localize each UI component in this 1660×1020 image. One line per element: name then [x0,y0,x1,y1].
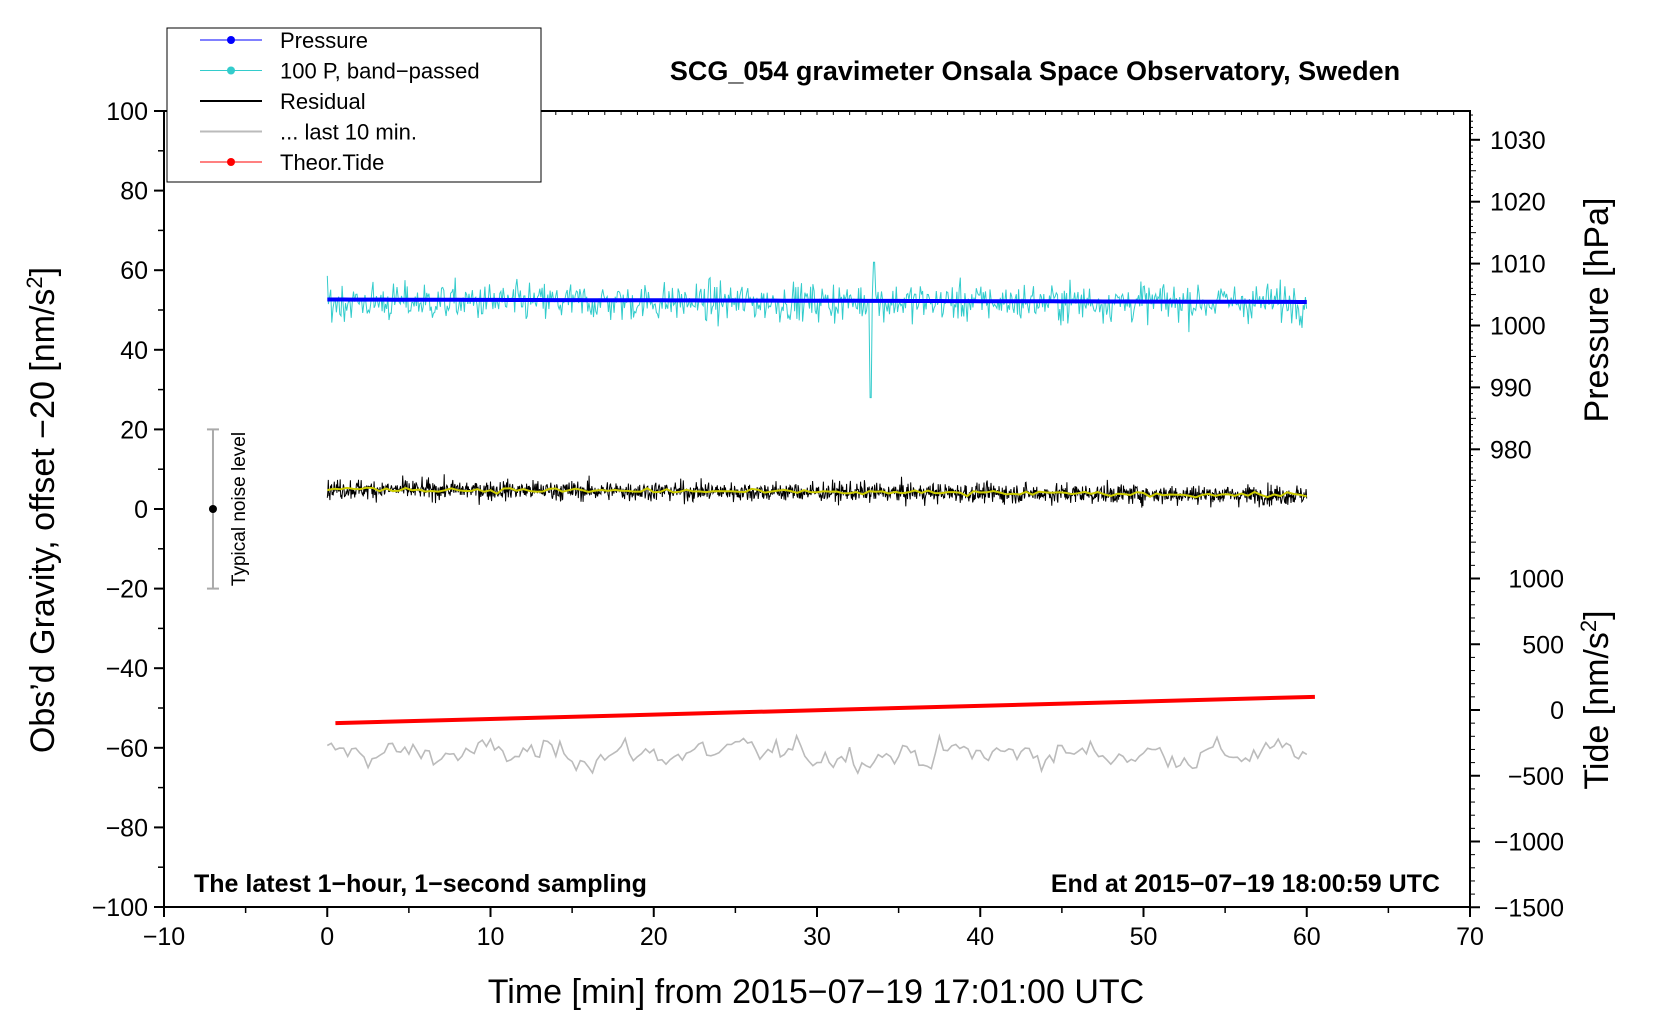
chart-title: SCG_054 gravimeter Onsala Space Observat… [670,56,1400,86]
legend-marker [227,36,235,44]
tide-tick-label: 1000 [1508,566,1564,594]
legend-label: Pressure [280,28,368,53]
y-left-tick-label: 80 [120,178,148,206]
x-axis-title: Time [min] from 2015−07−19 17:01:00 UTC [488,973,1144,1011]
x-tick-label: 50 [1130,923,1158,951]
legend-box [166,27,542,183]
x-tick-label: 10 [477,923,505,951]
noise-center-dot [208,505,217,513]
series-theor-tide [335,694,1315,726]
y-left-tick-label: −100 [92,894,148,922]
x-tick-label: 20 [640,923,668,951]
noise-level-indicator: Typical noise level [206,428,250,590]
pressure-tick-label: 980 [1490,436,1532,464]
legend-label: ... last 10 min. [280,120,417,145]
x-axis-ticks: −10 0 10 20 30 40 50 60 70 [143,111,1484,951]
legend-marker [227,66,235,75]
series-pressure [327,297,1307,304]
x-tick-label: 30 [803,923,831,951]
pressure-tick-label: 1000 [1490,313,1546,341]
x-tick-label: 0 [320,923,334,951]
y-left-tick-label: 40 [120,337,148,365]
legend-marker [227,158,235,166]
x-tick-label: 70 [1456,923,1484,951]
pressure-axis-title: Pressure [hPa] [1578,198,1616,423]
y-left-axis-title: Obs’d Gravity, offset −20 [nm/s2] [22,267,63,753]
series-residual-smoothed [327,486,1307,499]
series-last-10-min [326,733,1308,776]
y-left-tick-label: −20 [106,576,148,604]
x-tick-label: 60 [1293,923,1321,951]
annotation-sampling: The latest 1−hour, 1−second sampling [194,870,647,898]
pressure-tick-label: 1030 [1490,127,1546,155]
tide-tick-label: 500 [1522,631,1564,659]
tide-tick-label: −1500 [1494,894,1564,922]
legend: Pressure 100 P, band−passed Residual ... la… [166,27,542,183]
noise-level-label: Typical noise level [229,432,250,586]
legend-label: Residual [280,89,366,114]
pressure-tick-label: 1020 [1490,189,1546,217]
tide-tick-label: −1000 [1494,829,1564,857]
series-layer [326,261,1315,776]
pressure-tick-label: 990 [1490,374,1532,402]
y-left-tick-label: −60 [106,735,148,763]
pressure-axis-ticks: 980 990 1000 1010 1020 1030 [1470,114,1546,543]
legend-label: Theor.Tide [280,150,384,175]
y-left-tick-label: −80 [106,814,148,842]
tide-axis-ticks: −1500 −1000 −500 0 500 1000 [1470,551,1564,922]
x-tick-label: −10 [143,923,185,951]
y-left-tick-label: 100 [106,98,148,126]
y-left-tick-label: 60 [120,257,148,285]
y-left-tick-label: −40 [106,655,148,683]
plot-frame [163,110,1471,908]
y-left-axis-ticks: −100 −80 −60 −40 −20 0 20 40 60 80 100 [92,98,164,922]
legend-label: 100 P, band−passed [280,59,480,84]
y-left-tick-label: 20 [120,416,148,444]
y-left-tick-label: 0 [134,496,148,524]
x-tick-label: 40 [966,923,994,951]
annotation-end-time: End at 2015−07−19 18:00:59 UTC [1051,870,1440,898]
tide-tick-label: −500 [1508,763,1564,791]
series-band-passed [326,261,1308,399]
pressure-tick-label: 1010 [1490,251,1546,279]
tide-axis-title: Tide [nm/s2] [1576,610,1617,789]
tide-tick-label: 0 [1550,697,1564,725]
